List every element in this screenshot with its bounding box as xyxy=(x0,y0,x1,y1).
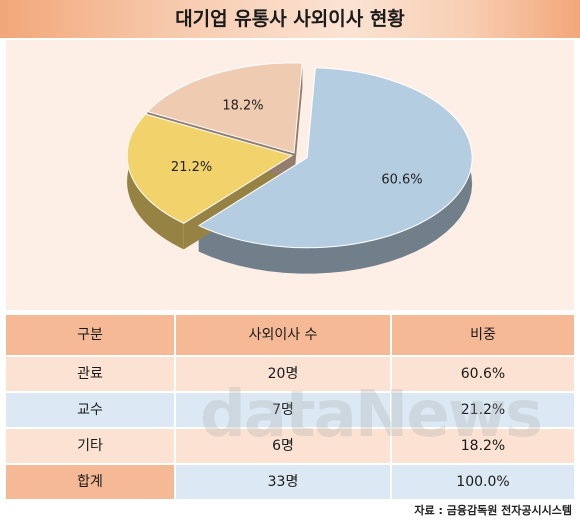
table-total-row: 합계 33명 100.0% xyxy=(6,465,574,499)
header-cell: 사외이사 수 xyxy=(176,315,390,355)
pie-slice-기타 xyxy=(146,62,303,154)
data-label: 60.6% xyxy=(381,173,422,188)
table-cell: 관료 xyxy=(6,357,174,391)
data-label: 21.2% xyxy=(171,160,212,175)
table-cell: 7명 xyxy=(176,393,390,427)
header-cell: 비중 xyxy=(392,315,574,355)
source-note: 자료 : 금융감독원 전자공시시스템 xyxy=(414,504,572,517)
table-cell: 21.2% xyxy=(392,393,574,427)
pie-slice-관료 xyxy=(197,67,473,249)
table-cell: 기타 xyxy=(6,429,174,463)
table-cell: 18.2% xyxy=(392,429,574,463)
pie-slice-교수 xyxy=(126,113,294,224)
pie-slice-side-관료 xyxy=(198,67,473,274)
table-cell: 6명 xyxy=(176,429,390,463)
table-cell: 교수 xyxy=(6,393,174,427)
chart-title: 대기업 유통사 사외이사 현황 xyxy=(175,8,405,30)
table-cell: 100.0% xyxy=(392,465,574,499)
table-row: 기타 6명 18.2% xyxy=(6,429,574,463)
title-band xyxy=(0,0,580,38)
pie-chart: 60.6% 21.2% 18.2% xyxy=(126,62,473,274)
pie-slice-wall xyxy=(294,63,303,179)
table-row: 관료 20명 60.6% xyxy=(6,357,574,391)
table-header: 구분 사외이사 수 비중 xyxy=(6,315,574,355)
watermark: dataNews xyxy=(200,378,543,452)
header-cell: 구분 xyxy=(6,315,174,355)
chart-area: 60.6%21.2%18.2% 관료 교수 기타 xyxy=(6,40,574,341)
table-cell: 20명 xyxy=(176,357,390,391)
data-label: 18.2% xyxy=(222,99,263,114)
table-cell: 합계 xyxy=(6,465,174,499)
table-cell: 33명 xyxy=(176,465,390,499)
pie-slice-side-교수 xyxy=(127,114,184,250)
table-row: 교수 7명 21.2% xyxy=(6,393,574,427)
table-cell: 60.6% xyxy=(392,357,574,391)
